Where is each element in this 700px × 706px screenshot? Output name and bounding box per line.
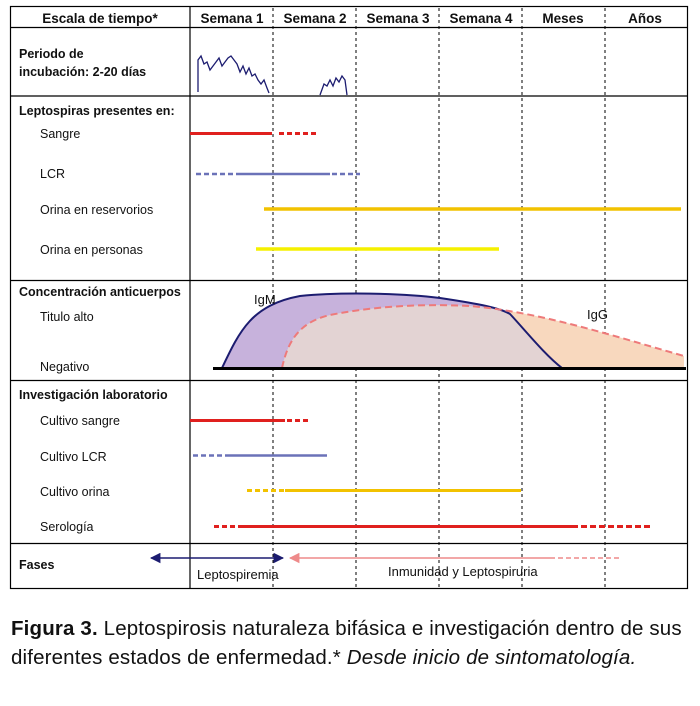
immunity-leptospiruria-label: Inmunidad y Leptospiruria [388,564,538,579]
antibodies-high-label: Titulo alto [40,310,94,324]
leptospiremia-label: Leptospiremia [197,567,279,582]
leptospiras-row-blood: Sangre [40,127,80,141]
figure-caption: Figura 3. Leptospirosis naturaleza bifás… [11,614,691,672]
header-week3: Semana 3 [366,11,430,26]
incubation-label-line1: Periodo de [19,47,84,61]
lab-row-serology: Serología [40,520,94,534]
diagram-frame [9,5,689,590]
lab-title: Investigación laboratorio [19,388,168,402]
antibodies-negative-label: Negativo [40,360,89,374]
lab-row-csf-culture: Cultivo LCR [40,450,107,464]
header-week1: Semana 1 [200,11,264,26]
caption-text: Leptospirosis naturaleza bifásica e inve… [11,617,682,669]
leptospiras-row-csf: LCR [40,167,65,181]
leptospiras-row-reservoir-urine: Orina en reservorios [40,203,153,217]
lab-row-blood-culture: Cultivo sangre [40,414,120,428]
igm-igg-overlap [282,305,562,368]
lab-row-urine-culture: Cultivo orina [40,485,110,499]
header-years: Años [628,11,662,26]
fever-curve-phase1 [197,54,270,94]
header-months: Meses [542,11,583,26]
header-week2: Semana 2 [283,11,346,26]
igg-label: IgG [587,307,608,322]
antibodies-title: Concentración anticuerpos [19,285,181,299]
igm-curve [221,292,563,369]
incubation-label-line2: incubación: 2-20 días [19,65,146,79]
fever-curve-phase2 [319,74,348,96]
igm-label: IgM [254,292,276,307]
caption-note: Desde inicio de sintomatología. [346,646,637,669]
igg-curve [281,304,685,369]
leptospiras-title: Leptospiras presentes en: [19,104,175,118]
leptospirosis-timeline-diagram: Escala de tiempo* Semana 1 Semana 2 Sema… [9,5,689,590]
time-scale-header: Escala de tiempo* [42,11,158,26]
header-week4: Semana 4 [449,11,513,26]
leptospiras-row-human-urine: Orina en personas [40,243,143,257]
figure-number: Figura 3. [11,617,98,640]
phases-title: Fases [19,558,54,572]
